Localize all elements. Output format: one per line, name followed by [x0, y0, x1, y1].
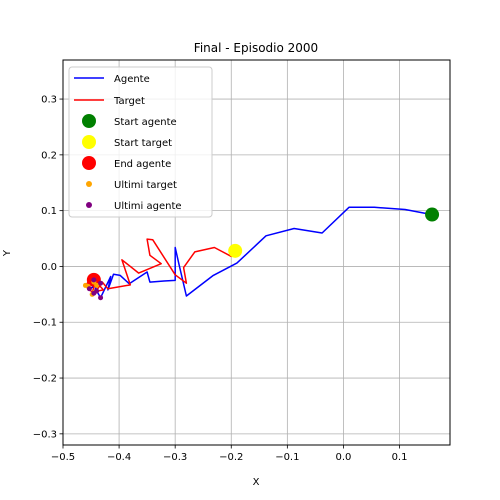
legend-swatch-end-agent [82, 156, 96, 170]
last-target-point [94, 282, 100, 288]
legend-swatch-last-target [86, 181, 92, 187]
legend-label-target: Target [113, 96, 145, 107]
x-tick-label: −0.4 [107, 452, 131, 463]
plot-area [82, 206, 440, 301]
start-agent-marker [425, 207, 440, 222]
y-axis-label: Y [2, 249, 13, 257]
x-tick-label: 0.0 [335, 452, 351, 463]
legend-label-agent: Agente [114, 74, 150, 85]
y-tick-label: −0.2 [33, 374, 57, 385]
y-tick-label: 0.3 [41, 95, 57, 106]
last-agent-point [98, 280, 104, 286]
legend-label-last-target: Ultimi target [114, 180, 177, 191]
x-tick-label: −0.3 [163, 452, 187, 463]
chart-title: Final - Episodio 2000 [194, 41, 318, 55]
legend: Agente Target Start agente Start target … [68, 66, 213, 218]
y-tick-label: 0.1 [41, 206, 57, 217]
legend-box [68, 66, 213, 218]
x-tick-label: −0.2 [219, 452, 243, 463]
x-tick-label: −0.5 [51, 452, 75, 463]
y-tick-label: −0.3 [33, 429, 57, 440]
y-tick-label: 0.0 [41, 262, 57, 273]
ticks: −0.5 −0.4 −0.3 −0.2 −0.1 0.0 0.1 −0.3 −0.2 −0.1 0.… [33, 95, 408, 463]
legend-label-last-agent: Ultimi agente [114, 201, 182, 212]
legend-swatch-last-agent [86, 202, 92, 208]
last-agent-point [94, 288, 100, 294]
x-tick-label: 0.1 [392, 452, 408, 463]
y-tick-label: 0.2 [41, 150, 57, 161]
last-agent-point [91, 277, 97, 283]
y-tick-label: −0.1 [33, 318, 57, 329]
legend-label-start-target: Start target [114, 138, 172, 149]
start-target-marker [228, 243, 243, 258]
x-axis-label: X [253, 477, 260, 488]
legend-swatch-start-agent [82, 114, 96, 128]
last-agent-point [98, 295, 104, 301]
legend-label-end-agent: End agente [114, 159, 171, 170]
axes-frame [62, 59, 451, 446]
legend-label-start-agent: Start agente [114, 117, 177, 128]
last-agent-point [86, 286, 92, 292]
x-tick-label: −0.1 [275, 452, 299, 463]
legend-swatch-start-target [82, 135, 96, 149]
